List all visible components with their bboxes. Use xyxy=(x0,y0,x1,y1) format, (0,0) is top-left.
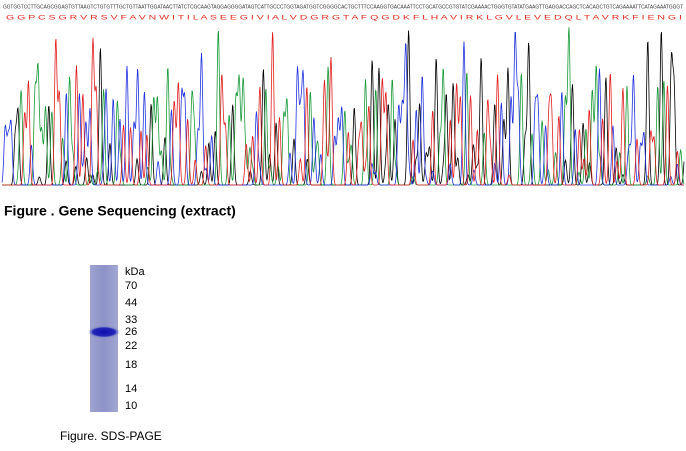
gel-caption: Figure. SDS-PAGE xyxy=(60,429,162,443)
gel-band xyxy=(88,326,120,338)
marker-label: 44 xyxy=(125,297,137,309)
marker-label: 10 xyxy=(125,400,137,412)
marker-label: 26 xyxy=(125,326,137,338)
gel-lane xyxy=(90,265,118,412)
marker-label: 18 xyxy=(125,359,137,371)
trace xyxy=(2,32,684,186)
trace xyxy=(2,27,685,186)
sequencing-caption: Figure . Gene Sequencing (extract) xyxy=(4,203,236,219)
chromatogram xyxy=(1,27,685,186)
marker-label: 22 xyxy=(125,340,137,352)
gel-unit: kDa xyxy=(125,266,145,278)
marker-label: 14 xyxy=(125,383,137,395)
marker-label: 70 xyxy=(125,280,137,292)
protein-sequence: G G P C S G R V R S V F A V N W I T I L … xyxy=(6,16,683,22)
dna-sequence: GGTGGTCCTTGCAGCGGAGTGTTAAGTCTGTGTTTGCTGT… xyxy=(3,4,684,10)
marker-label: 33 xyxy=(125,314,137,326)
